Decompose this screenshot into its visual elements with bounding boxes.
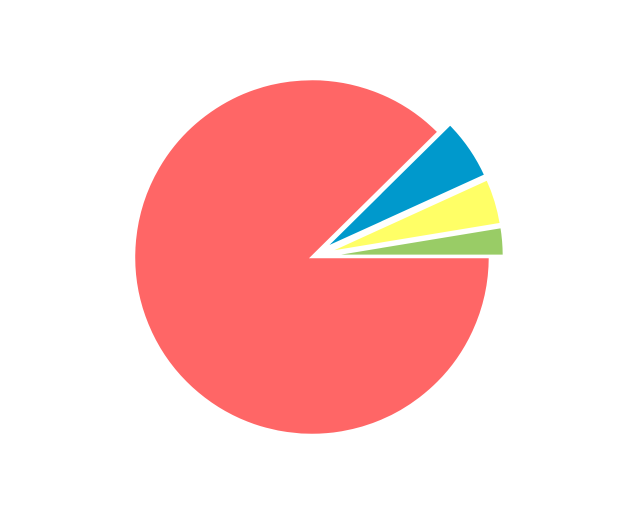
pie-slice-3 <box>324 177 503 255</box>
pie-slice-2 <box>322 122 488 251</box>
pie-slice-4 <box>325 225 506 258</box>
pie-slice-1 <box>132 77 492 437</box>
pie-slices <box>132 77 506 437</box>
